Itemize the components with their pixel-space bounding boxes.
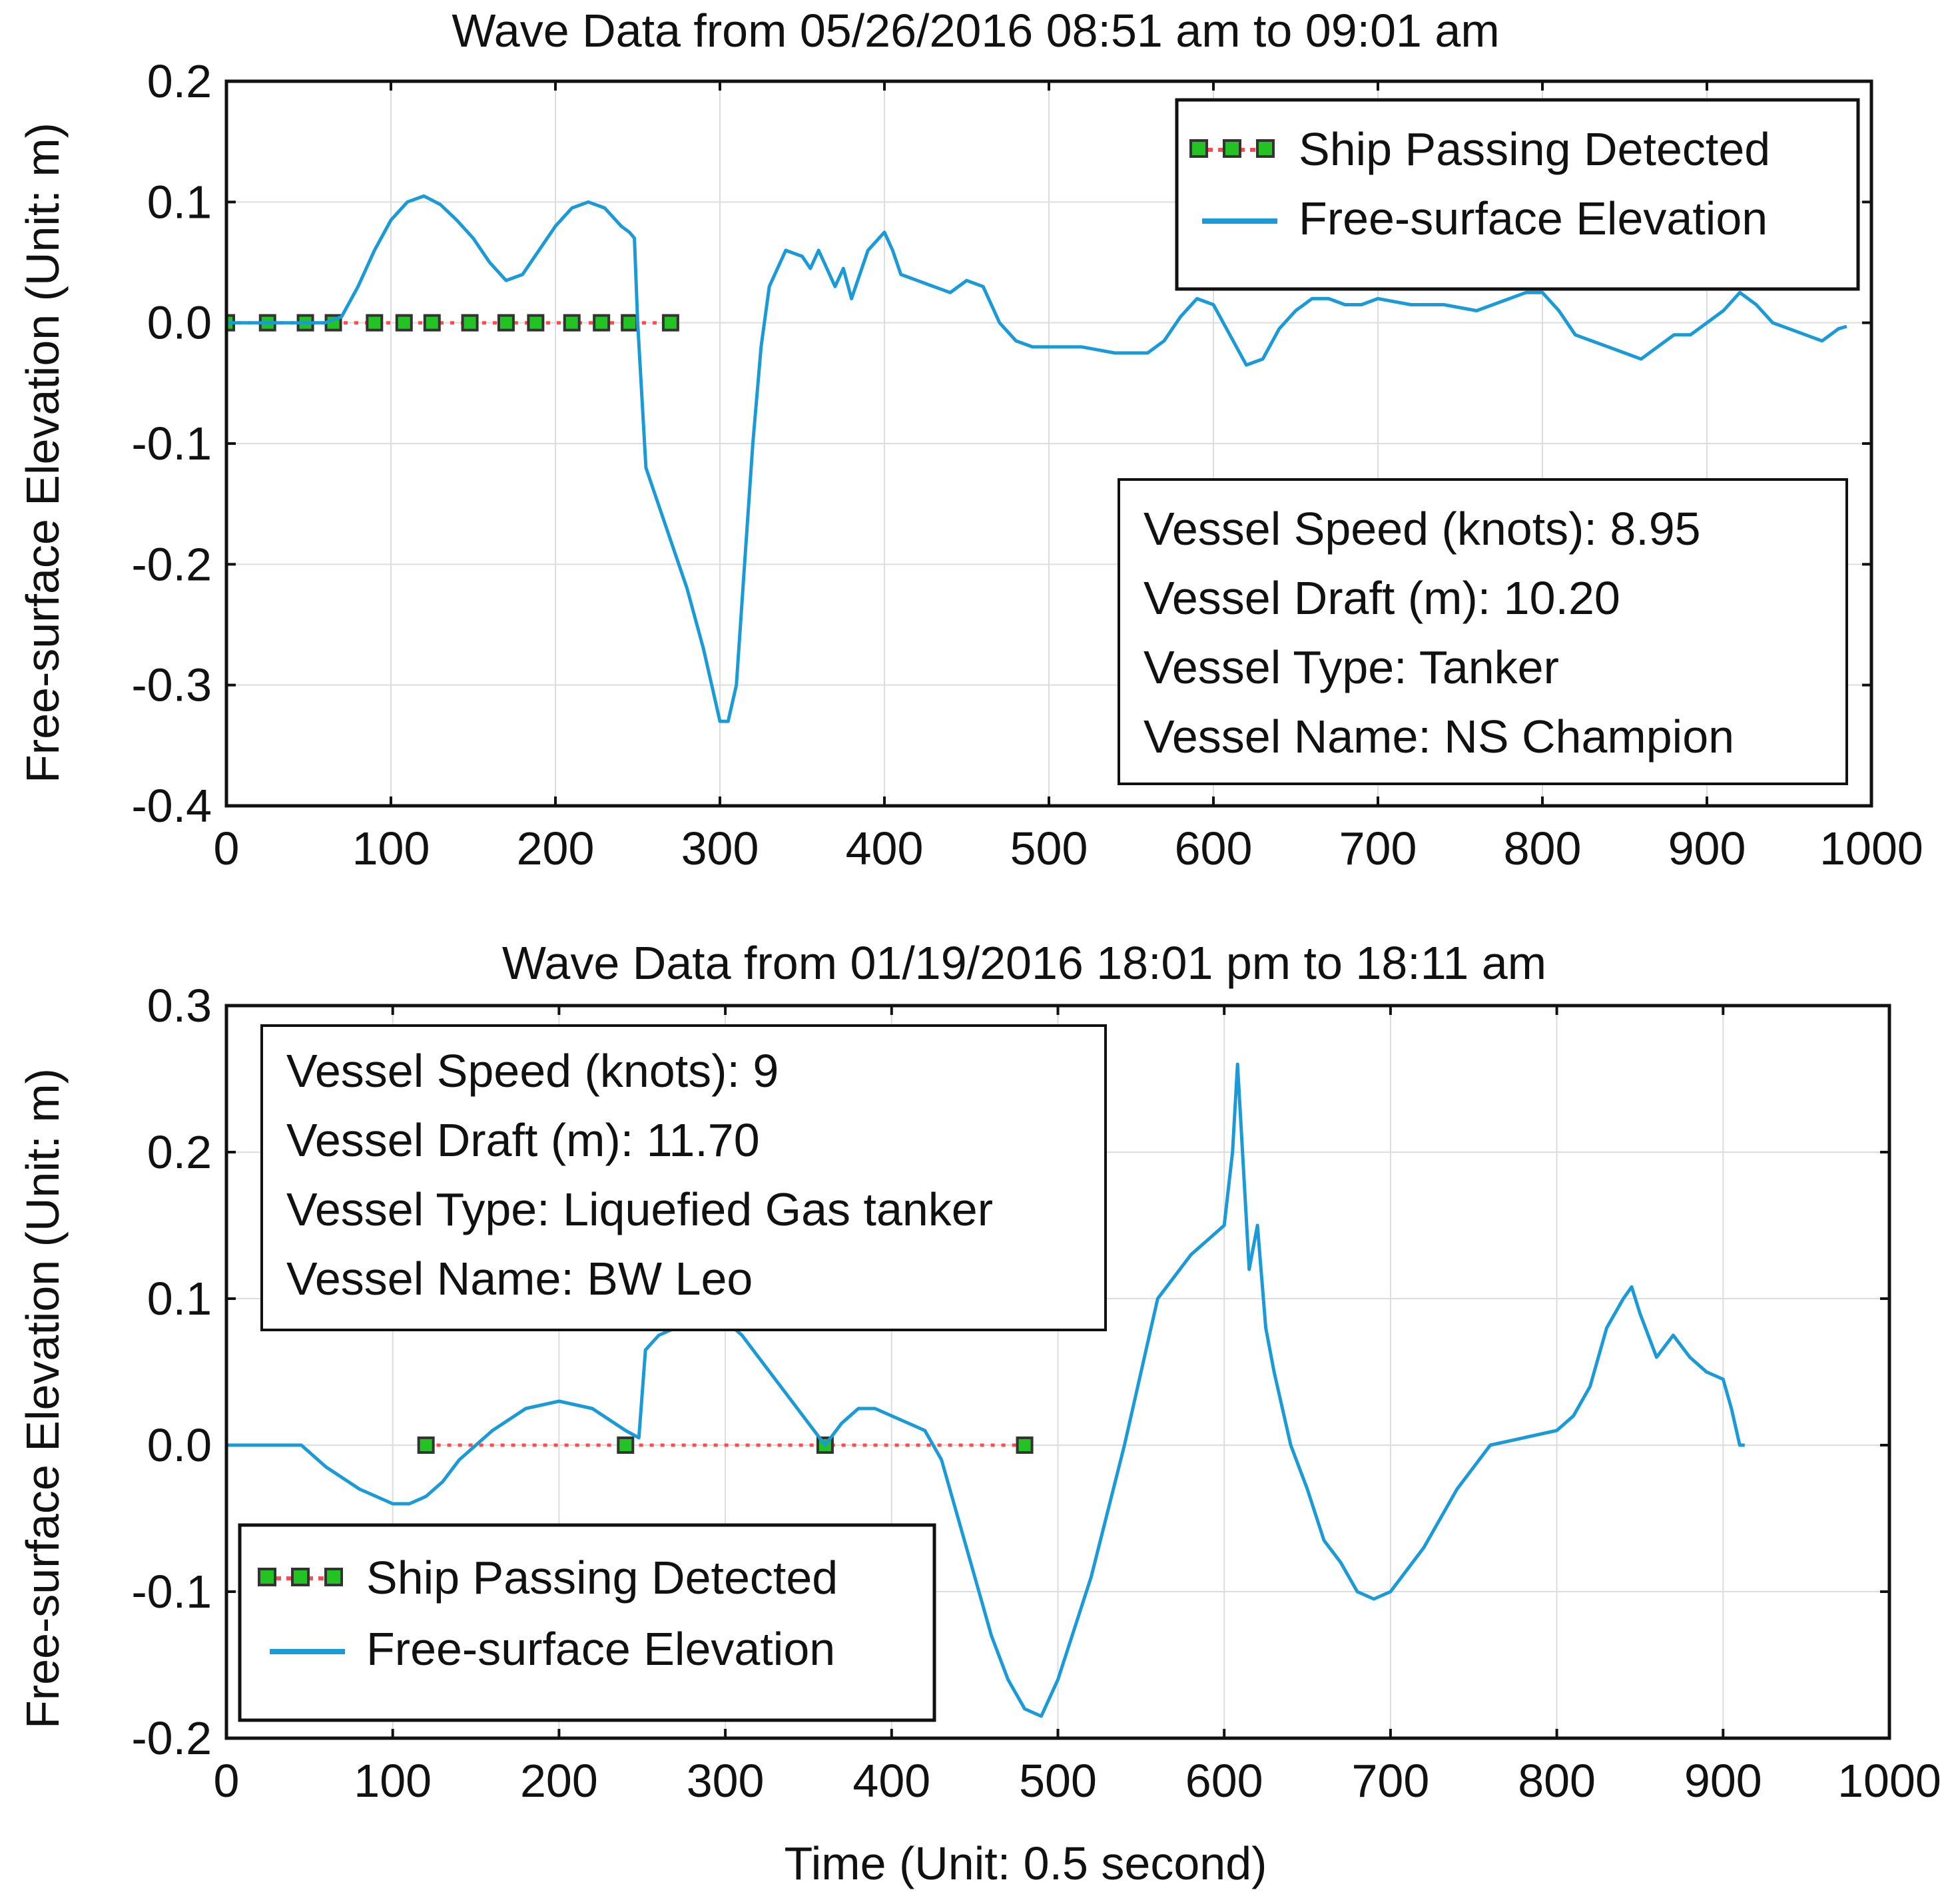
chart-2-legend-detected-label: Ship Passing Detected: [366, 1552, 838, 1604]
chart-2-xtick-label: 300: [687, 1755, 765, 1807]
chart-2-xtick-label: 500: [1019, 1755, 1097, 1807]
chart-2-legend-marker: [258, 1568, 276, 1586]
chart-1-info-type: Vessel Type: Tanker: [1143, 641, 1559, 693]
chart-2-info-name: Vessel Name: BW Leo: [286, 1253, 753, 1305]
chart-1-detected-marker: [461, 314, 479, 332]
chart-1-detected-marker: [497, 314, 515, 332]
chart-1-xtick-label: 400: [846, 822, 924, 874]
chart-1-legend: Ship Passing Detected Free-surface Eleva…: [1175, 98, 1860, 291]
chart-1-legend-box: [1175, 98, 1860, 291]
chart-2-ytick-label: 0.0: [147, 1419, 212, 1471]
chart-2-legend-marker: [291, 1568, 310, 1586]
chart-2-ytick-label: 0.2: [147, 1126, 212, 1178]
chart-1-info-name: Vessel Name: NS Champion: [1143, 711, 1734, 763]
chart-1-xtick-label: 1000: [1819, 822, 1923, 874]
chart-1-ytick-label: -0.2: [131, 538, 212, 590]
chart-2-detected-marker: [417, 1436, 435, 1454]
chart-1: Wave Data from 05/26/2016 08:51 am to 09…: [17, 5, 1923, 874]
chart-1-detected-marker: [563, 314, 581, 332]
chart-1-frame: [224, 79, 1873, 808]
chart-2-xtick-label: 900: [1684, 1755, 1762, 1807]
chart-2-legend: Ship Passing Detected Free-surface Eleva…: [238, 1523, 936, 1722]
chart-1-detected-marker: [593, 314, 611, 332]
chart-2-info-draft: Vessel Draft (m): 11.70: [286, 1114, 760, 1166]
chart-1-info-box: Vessel Speed (knots): 8.95 Vessel Draft …: [1118, 478, 1848, 785]
chart-2: Wave Data from 01/19/2016 18:01 pm to 18…: [17, 937, 1941, 1889]
chart-1-xtick-label: 900: [1668, 822, 1746, 874]
chart-2-xtick-label: 800: [1518, 1755, 1596, 1807]
chart-1-detected-markers: [226, 314, 679, 332]
chart-2-xtick-label: 600: [1185, 1755, 1263, 1807]
chart-2-legend-marker: [324, 1568, 343, 1586]
chart-1-xticks: 0 100 200 300 400 500 600 700 800 900 1000: [214, 81, 1923, 874]
chart-1-detected-marker: [366, 314, 384, 332]
chart-2-xtick-label: 200: [520, 1755, 598, 1807]
chart-1-detected-marker: [423, 314, 441, 332]
chart-1-legend-detected-label: Ship Passing Detected: [1299, 123, 1770, 175]
chart-2-legend-elevation-label: Free-surface Elevation: [366, 1623, 835, 1675]
chart-2-xtick-label: 1000: [1837, 1755, 1941, 1807]
chart-2-ytick-label: -0.1: [131, 1566, 212, 1618]
chart-1-detected-marker: [661, 314, 679, 332]
chart-1-legend-marker: [1223, 139, 1241, 158]
chart-1-legend-elevation-label: Free-surface Elevation: [1299, 192, 1768, 244]
chart-2-legend-box: [238, 1523, 936, 1722]
chart-2-xticks: 0 100 200 300 400 500 600 700 800 900 1000: [214, 1006, 1941, 1807]
chart-1-xtick-label: 100: [352, 822, 430, 874]
chart-1-ytick-label: -0.1: [131, 418, 212, 470]
chart-1-elevation-line: [226, 194, 1847, 723]
chart-2-info-type: Vessel Type: Liquefied Gas tanker: [286, 1183, 993, 1235]
chart-2-frame: [224, 1004, 1891, 1740]
chart-2-title: Wave Data from 01/19/2016 18:01 pm to 18…: [502, 937, 1546, 989]
chart-1-ytick-label: -0.3: [131, 659, 212, 711]
chart-2-detected-marker: [617, 1436, 635, 1454]
chart-2-info-frame: [260, 1024, 1107, 1331]
chart-1-ytick-label: 0.0: [147, 297, 212, 349]
chart-1-ylabel: Free-surface Elevation (Unit: m): [17, 123, 69, 783]
chart-2-xtick-label: 0: [214, 1755, 240, 1807]
chart-1-ytick-label: -0.4: [131, 780, 212, 832]
chart-2-elevation-line: [226, 1062, 1745, 1718]
chart-1-info-frame: [1118, 478, 1848, 785]
chart-1-detected-marker: [621, 314, 639, 332]
chart-2-ytick-label: 0.3: [147, 980, 212, 1032]
chart-2-xtick-label: 700: [1352, 1755, 1430, 1807]
chart-1-yticks: 0.2 0.1 0.0 -0.1 -0.2 -0.3 -0.4: [131, 55, 1871, 832]
chart-1-info-speed: Vessel Speed (knots): 8.95: [1143, 503, 1701, 555]
chart-2-xtick-label: 100: [354, 1755, 432, 1807]
chart-2-ylabel: Free-surface Elevation (Unit: m): [17, 1068, 69, 1729]
chart-2-info-speed: Vessel Speed (knots): 9: [286, 1045, 779, 1097]
chart-1-xtick-label: 700: [1339, 822, 1417, 874]
chart-1-xtick-label: 600: [1175, 822, 1253, 874]
chart-1-xtick-label: 500: [1010, 822, 1088, 874]
chart-2-ytick-label: -0.2: [131, 1712, 212, 1764]
chart-1-ytick-label: 0.2: [147, 55, 212, 107]
chart-1-xtick-label: 200: [517, 822, 595, 874]
chart-1-xtick-label: 0: [214, 822, 240, 874]
chart-1-xtick-label: 800: [1504, 822, 1582, 874]
chart-2-xtick-label: 400: [852, 1755, 930, 1807]
chart-1-legend-marker: [1189, 139, 1208, 158]
chart-2-info-box: Vessel Speed (knots): 9 Vessel Draft (m)…: [260, 1024, 1107, 1331]
figure-xlabel: Time (Unit: 0.5 second): [785, 1837, 1267, 1889]
chart-1-xtick-label: 300: [681, 822, 759, 874]
chart-1-detected-marker: [527, 314, 545, 332]
chart-1-ytick-label: 0.1: [147, 176, 212, 228]
chart-1-detected-marker: [395, 314, 413, 332]
chart-1-legend-marker: [1256, 139, 1275, 158]
chart-2-detected-marker: [1016, 1436, 1034, 1454]
chart-1-title: Wave Data from 05/26/2016 08:51 am to 09…: [452, 5, 1499, 57]
chart-1-info-draft: Vessel Draft (m): 10.20: [1143, 572, 1620, 624]
chart-2-ytick-label: 0.1: [147, 1273, 212, 1325]
